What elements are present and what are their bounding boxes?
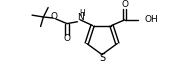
- Text: O: O: [64, 34, 71, 43]
- Text: O: O: [121, 0, 128, 9]
- Text: O: O: [50, 12, 57, 21]
- Text: N: N: [77, 13, 84, 22]
- Text: H: H: [79, 9, 85, 18]
- Text: OH: OH: [144, 15, 158, 24]
- Text: S: S: [99, 53, 105, 63]
